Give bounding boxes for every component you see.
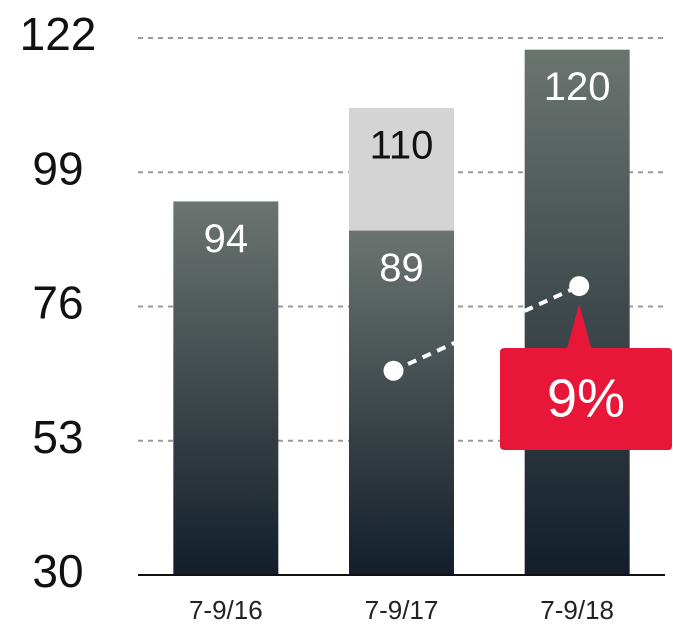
trend-line [392,284,580,373]
y-tick-label: 76 [32,277,83,329]
callout-label: 9% [547,368,625,428]
x-tick-label: 7-9/17 [365,595,439,625]
bar-value-label: 110 [370,124,434,168]
bar-value-label: 94 [204,217,249,261]
y-tick-label: 53 [32,411,83,463]
x-tick-label: 7-9/18 [540,595,614,625]
y-tick-label: 122 [20,8,97,60]
trend-point [383,360,404,381]
bar-value-label: 89 [379,246,424,290]
trend-point [569,276,590,297]
bar [349,230,454,575]
bar [173,201,279,575]
y-tick-label: 99 [32,142,83,194]
callout [500,304,672,450]
x-tick-label: 7-9/16 [189,595,263,625]
bar-value-label: 120 [544,65,611,109]
y-tick-label: 30 [32,545,83,597]
